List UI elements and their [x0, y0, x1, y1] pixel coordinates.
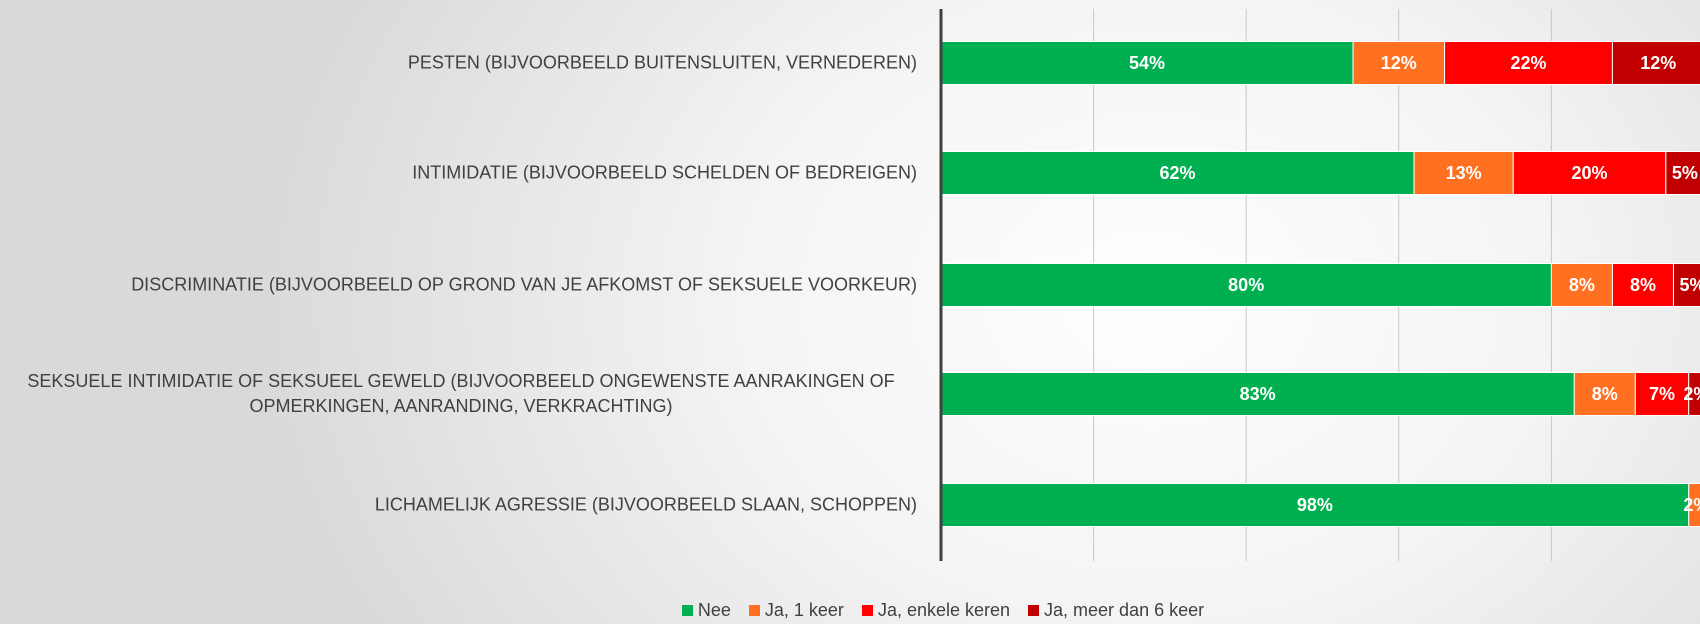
category-text: SEKSUELE INTIMIDATIE OF SEKSUEEL GEWELD …: [27, 371, 895, 416]
bar-segment: [1444, 41, 1613, 85]
data-label: 2%: [1683, 495, 1700, 515]
legend: Nee Ja, 1 keer Ja, enkele keren Ja, meer da…: [600, 600, 1286, 621]
bar-segment: [1352, 41, 1446, 85]
data-label: 8%: [1592, 384, 1618, 404]
data-label: 5%: [1680, 275, 1700, 295]
legend-swatch: [681, 605, 693, 616]
data-label: 62%: [1160, 163, 1196, 183]
legend-label: Ja, 1 keer: [764, 600, 844, 620]
bar-segment: [1611, 41, 1700, 85]
data-label: 8%: [1630, 275, 1656, 295]
data-label: 80%: [1228, 275, 1264, 295]
category-label: SEKSUELE INTIMIDATIE OF SEKSUEEL GEWELD …: [0, 369, 917, 419]
bar-segment: [1665, 151, 1700, 195]
data-label: 5%: [1672, 163, 1698, 183]
category-text: INTIMIDATIE (BIJVOORBEELD SCHELDEN OF BE…: [412, 162, 917, 183]
bar-segment: [1611, 263, 1674, 307]
legend-swatch: [861, 605, 873, 616]
legend-item: Ja, enkele keren: [861, 600, 1011, 621]
data-label: 7%: [1649, 384, 1675, 404]
bar-segment: [940, 263, 1552, 307]
data-label: 12%: [1640, 53, 1676, 73]
category-label: DISCRIMINATIE (BIJVOORBEELD OP GROND VAN…: [0, 273, 917, 298]
data-label: 98%: [1297, 495, 1333, 515]
legend-swatch: [1028, 605, 1040, 616]
bar-segment: [1688, 372, 1700, 416]
category-label: PESTEN (BIJVOORBEELD BUITENSLUITEN, VERN…: [0, 51, 917, 76]
data-label: 8%: [1569, 275, 1595, 295]
data-label: 83%: [1240, 384, 1276, 404]
legend-item: Ja, meer dan 6 keer: [1028, 600, 1204, 621]
bar-segment: [940, 41, 1354, 85]
category-text: PESTEN (BIJVOORBEELD BUITENSLUITEN, VERN…: [407, 52, 917, 73]
legend-label: Ja, enkele keren: [877, 600, 1011, 620]
bar-segment: [940, 483, 1690, 527]
bar-segment: [1688, 483, 1700, 527]
legend-swatch: [748, 605, 760, 616]
legend-label: Ja, meer dan 6 keer: [1044, 600, 1205, 620]
legend-item: Nee: [681, 600, 731, 621]
category-label: LICHAMELIJK AGRESSIE (BIJVOORBEELD SLAAN…: [0, 493, 917, 518]
data-label: 22%: [1510, 53, 1546, 73]
data-label: 54%: [1129, 53, 1165, 73]
legend-item: Ja, 1 keer: [748, 600, 844, 621]
data-label: 13%: [1446, 163, 1482, 183]
data-label: 20%: [1572, 163, 1608, 183]
bar-segment: [1634, 372, 1690, 416]
bar-segment: [1672, 263, 1700, 307]
legend-label: Nee: [697, 600, 731, 620]
data-label: 12%: [1381, 53, 1417, 73]
bar-segment: [1573, 372, 1636, 416]
bar-segment: [1512, 151, 1667, 195]
category-text: DISCRIMINATIE (BIJVOORBEELD OP GROND VAN…: [131, 274, 917, 295]
data-label: 2%: [1683, 384, 1700, 404]
category-label: INTIMIDATIE (BIJVOORBEELD SCHELDEN OF BE…: [0, 161, 917, 186]
bar-segment: [940, 372, 1575, 416]
category-text: LICHAMELIJK AGRESSIE (BIJVOORBEELD SLAAN…: [374, 494, 917, 515]
